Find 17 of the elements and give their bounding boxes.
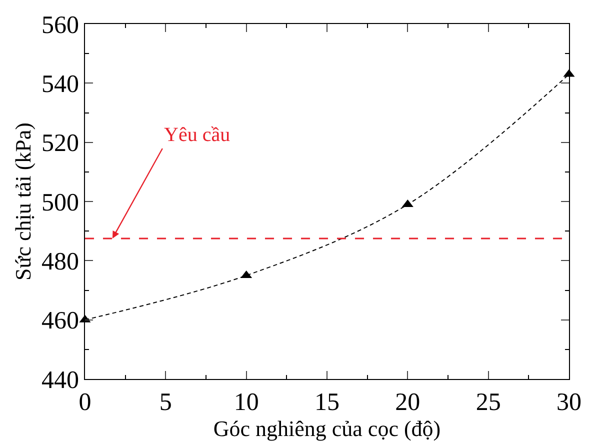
y-tick-label: 560 [42,12,79,39]
x-axis-title: Góc nghiêng của cọc (độ) [213,416,441,441]
x-tick-label: 0 [78,389,92,416]
y-tick-label: 500 [42,189,79,216]
y-tick-label: 460 [42,308,79,335]
y-axis-title: Sức chịu tải (kPa) [10,122,36,280]
x-tick-label: 5 [159,389,172,416]
y-tick-label: 480 [42,248,79,276]
y-tick-label: 520 [42,130,79,158]
y-tick-label: 540 [42,70,79,98]
y-tick-label: 440 [42,366,79,394]
x-tick-label: 15 [314,389,340,416]
x-tick-label: 10 [234,389,259,416]
x-tick-label: 30 [556,389,582,416]
x-tick-label: 25 [476,389,501,416]
annotation: Yêu cầu [164,124,230,146]
x-tick-label: 20 [395,389,420,416]
